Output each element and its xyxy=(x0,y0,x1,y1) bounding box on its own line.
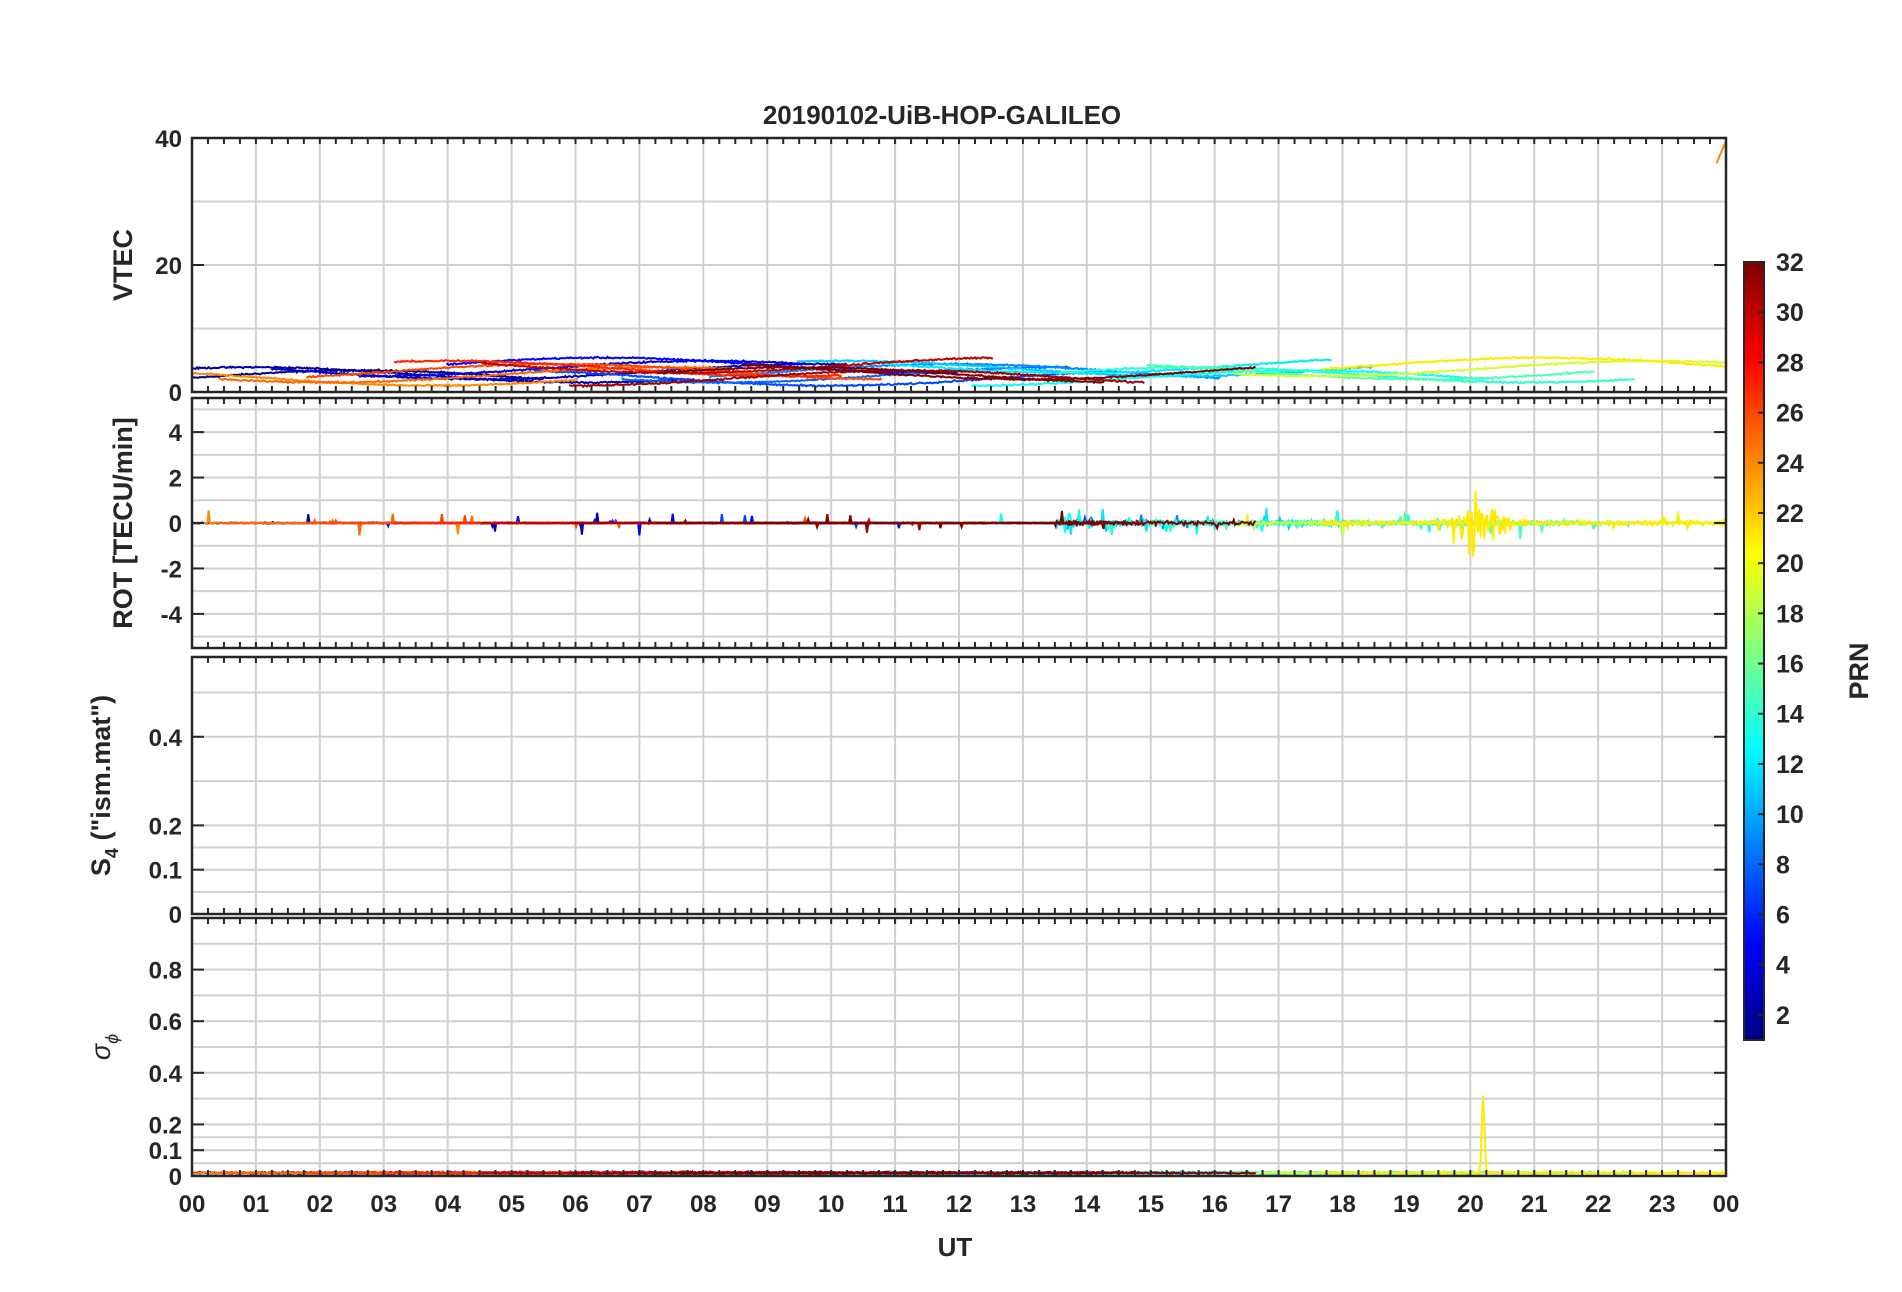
colorbar-tick-label: 22 xyxy=(1776,500,1804,528)
panel-rot-ytick-label: 2 xyxy=(169,466,182,493)
panel-sigma-ytick-label: 0.8 xyxy=(149,958,182,985)
series-prn-2 xyxy=(192,365,695,385)
x-tick-label: 12 xyxy=(946,1191,973,1218)
colorbar-tick-label: 28 xyxy=(1776,349,1804,377)
panel-rot-ytick-label: -4 xyxy=(161,602,183,629)
colorbar: 32 30 28 26 24 22 20 18 16 14 12 10 8 6 4 2 PRN xyxy=(1743,249,1874,1041)
panel-sigma-ytick-label: 0 xyxy=(169,1164,182,1191)
panel-rot-ytick-label: 0 xyxy=(169,511,182,538)
panel-s4-ytick-label: 0.2 xyxy=(149,813,182,840)
panel-s4-ytick-label: 0.4 xyxy=(149,725,183,752)
panel-vtec-ylabel: VTEC xyxy=(108,229,138,301)
panel-sigma: 00.10.2 0.4 0.6 0.8 σϕ xyxy=(86,916,1728,1191)
colorbar-tick-label: 14 xyxy=(1776,701,1804,729)
series-prn-21 xyxy=(1321,355,1726,371)
series-vtec-excursion xyxy=(1715,140,1726,164)
panel-sigma-ytick-label: 0.1 xyxy=(149,1138,182,1165)
panel-s4: 0 0.1 0.2 0.4 S4 ("ism.mat") xyxy=(86,655,1728,929)
panel-s4-frame xyxy=(190,655,1728,916)
x-tick-label: 23 xyxy=(1649,1191,1676,1218)
series-prn-25 xyxy=(218,365,731,385)
panel-sigma-ytick-label: 0.2 xyxy=(149,1112,182,1139)
panel-vtec-series xyxy=(192,140,1726,389)
panel-sigma-series xyxy=(192,1095,1726,1176)
colorbar-tick-label: 24 xyxy=(1776,450,1804,478)
panel-rot: -4 -2 0 2 4 ROT [TECU/min] xyxy=(108,396,1728,650)
colorbar-tick-label: 12 xyxy=(1776,751,1804,779)
colorbar-tick-label: 26 xyxy=(1776,400,1804,428)
colorbar-tick-label: 2 xyxy=(1776,1002,1790,1030)
series-prn-36 xyxy=(743,363,1256,382)
colorbar-frame xyxy=(1743,261,1765,1041)
x-axis-label: UT xyxy=(938,1232,973,1262)
panel-vtec-ytick-label: 0 xyxy=(169,380,182,407)
x-tick-label: 21 xyxy=(1521,1191,1548,1218)
x-tick-label: 16 xyxy=(1201,1191,1228,1218)
x-tick-label: 14 xyxy=(1073,1191,1100,1218)
panel-rot-ylabel: ROT [TECU/min] xyxy=(108,417,138,628)
x-tick-label: 01 xyxy=(243,1191,270,1218)
x-tick-label: 17 xyxy=(1265,1191,1292,1218)
series-prn-12 xyxy=(884,358,1332,375)
series-prn-24 xyxy=(192,371,579,388)
colorbar-tick-label: 18 xyxy=(1776,600,1804,628)
x-tick-label: 19 xyxy=(1393,1191,1420,1218)
panel-s4-ytick-label: 0.1 xyxy=(149,858,182,885)
series-prn-30 xyxy=(480,356,993,375)
x-tick-label: 02 xyxy=(306,1191,333,1218)
chart-title: 20190102-UiB-HOP-GALILEO xyxy=(763,100,1121,130)
series-prn-21 xyxy=(1321,490,1726,557)
x-tick-label: 11 xyxy=(882,1191,907,1218)
panel-sigma-ylabel: σϕ xyxy=(86,1034,122,1060)
x-tick-label: 07 xyxy=(626,1191,653,1218)
colorbar-gradient xyxy=(1744,262,1764,1040)
colorbar-tick-label: 4 xyxy=(1776,952,1790,980)
panel-vtec-ytick-label: 40 xyxy=(155,126,182,153)
x-tick-label: 03 xyxy=(370,1191,397,1218)
series-prn-21 xyxy=(1321,1095,1726,1176)
series-prn-36 xyxy=(744,513,1257,531)
x-tick-label: 00 xyxy=(1713,1191,1740,1218)
x-tick-label: 09 xyxy=(754,1191,781,1218)
panel-s4-ytick-label: 0 xyxy=(169,902,182,929)
colorbar-tick-label: 30 xyxy=(1776,299,1804,327)
x-tick-label: 05 xyxy=(498,1191,525,1218)
series-prn-33 xyxy=(656,365,1105,385)
panel-vtec: 0 20 40 VTEC xyxy=(108,126,1728,407)
panel-vtec-ytick-label: 20 xyxy=(155,253,182,280)
colorbar-tick-label: 8 xyxy=(1776,851,1790,879)
colorbar-tick-label: 6 xyxy=(1776,902,1790,930)
x-tick-label: 08 xyxy=(690,1191,717,1218)
x-tick-label: 10 xyxy=(818,1191,845,1218)
colorbar-tick-label: 32 xyxy=(1776,249,1804,277)
colorbar-label: PRN xyxy=(1844,642,1874,699)
colorbar-tick-label: 10 xyxy=(1776,801,1804,829)
x-tick-label: 18 xyxy=(1329,1191,1356,1218)
panel-rot-ytick-label: -2 xyxy=(161,556,182,583)
x-tick-label: 20 xyxy=(1457,1191,1484,1218)
x-tick-label: 00 xyxy=(179,1191,206,1218)
panel-rot-series xyxy=(192,490,1726,557)
x-axis: 00 01 02 03 04 05 06 07 08 09 10 11 12 13 14 15 16 17 18 19… xyxy=(179,1191,1740,1218)
panel-s4-ylabel: S4 ("ism.mat") xyxy=(86,695,122,876)
panel-rot-ytick-label: 4 xyxy=(169,420,183,447)
series-prn-14 xyxy=(1058,365,1635,385)
x-tick-label: 15 xyxy=(1137,1191,1164,1218)
x-tick-label: 13 xyxy=(1010,1191,1037,1218)
colorbar-tick-label: 20 xyxy=(1776,550,1804,578)
colorbar-tick-label: 16 xyxy=(1776,651,1804,679)
panel-sigma-ytick-label: 0.4 xyxy=(149,1061,183,1088)
x-tick-label: 22 xyxy=(1585,1191,1612,1218)
panel-sigma-frame xyxy=(190,916,1728,1178)
x-tick-label: 06 xyxy=(562,1191,589,1218)
panel-sigma-ytick-label: 0.6 xyxy=(149,1009,182,1036)
x-tick-label: 04 xyxy=(434,1191,461,1218)
series-prn-36 xyxy=(743,1170,1257,1176)
